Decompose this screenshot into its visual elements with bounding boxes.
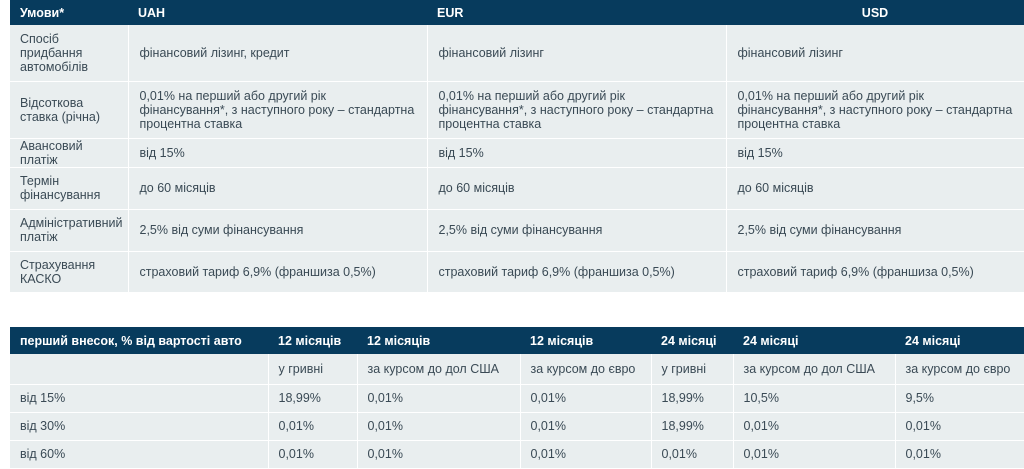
- cell-eur: від 15%: [427, 138, 727, 168]
- cell-uah: страховий тариф 6,9% (франшиза 0,5%): [128, 251, 428, 293]
- cell-usd: 0,01% на перший або другий рік фінансува…: [726, 81, 1024, 139]
- row-label: Термін фінансування: [10, 167, 129, 210]
- table-row: Авансовий платіж від 15% від 15% від 15%: [10, 138, 1024, 168]
- rate-cell: 0,01%: [268, 440, 358, 469]
- row-label: Спосіб придбання автомобілів: [10, 25, 129, 82]
- rate-cell: 9,5%: [895, 384, 1024, 413]
- row-label: від 30%: [10, 412, 269, 441]
- conditions-table: Умови* UAH EUR USD Спосіб придбання авто…: [10, 0, 1024, 293]
- rate-cell: 0,01%: [357, 412, 521, 441]
- rates-table: перший внесок, % від вартості авто 12 мі…: [10, 327, 1024, 469]
- cell-usd: до 60 місяців: [726, 167, 1024, 210]
- rate-cell: 0,01%: [733, 412, 896, 441]
- row-label: Адміністративний платіж: [10, 209, 129, 252]
- subheader-cell: за курсом до євро: [895, 354, 1024, 385]
- header-usd: USD: [726, 0, 1024, 25]
- subheader-cell: у гривні: [268, 354, 358, 385]
- rate-cell: 0,01%: [357, 384, 521, 413]
- header-24m-usd: 24 місяці: [733, 327, 895, 354]
- cell-uah: від 15%: [128, 138, 428, 168]
- rate-cell: 0,01%: [357, 440, 521, 469]
- rate-cell: 0,01%: [895, 412, 1024, 441]
- cell-uah: фінансовий лізинг, кредит: [128, 25, 428, 82]
- cell-eur: страховий тариф 6,9% (франшиза 0,5%): [427, 251, 727, 293]
- header-12m-uah: 12 місяців: [268, 327, 357, 354]
- table-row: Адміністративний платіж 2,5% від суми фі…: [10, 209, 1024, 252]
- row-label: Страхування КАСКО: [10, 251, 129, 293]
- rates-header-row: перший внесок, % від вартості авто 12 мі…: [10, 327, 1024, 354]
- subheader-empty: [10, 354, 269, 385]
- table-row: Термін фінансування до 60 місяців до 60 …: [10, 167, 1024, 210]
- cell-usd: 2,5% від суми фінансування: [726, 209, 1024, 252]
- row-label: Авансовий платіж: [10, 138, 129, 168]
- rate-cell: 10,5%: [733, 384, 896, 413]
- rate-cell: 18,99%: [268, 384, 358, 413]
- subheader-cell: за курсом до євро: [520, 354, 652, 385]
- cell-uah: 2,5% від суми фінансування: [128, 209, 428, 252]
- header-uah: UAH: [128, 0, 427, 25]
- subheader-row: у гривні за курсом до дол США за курсом …: [10, 354, 1024, 385]
- rate-cell: 0,01%: [520, 384, 652, 413]
- header-24m-uah: 24 місяці: [651, 327, 733, 354]
- cell-eur: 0,01% на перший або другий рік фінансува…: [427, 81, 727, 139]
- conditions-header-row: Умови* UAH EUR USD: [10, 0, 1024, 25]
- rate-cell: 0,01%: [733, 440, 896, 469]
- subheader-cell: за курсом до дол США: [733, 354, 896, 385]
- rate-cell: 0,01%: [268, 412, 358, 441]
- cell-usd: від 15%: [726, 138, 1024, 168]
- cell-usd: фінансовий лізинг: [726, 25, 1024, 82]
- cell-eur: 2,5% від суми фінансування: [427, 209, 727, 252]
- table-row: Спосіб придбання автомобілів фінансовий …: [10, 25, 1024, 82]
- rate-cell: 18,99%: [651, 412, 734, 441]
- table-row: Страхування КАСКО страховий тариф 6,9% (…: [10, 251, 1024, 293]
- rate-cell: 0,01%: [520, 412, 652, 441]
- header-12m-usd: 12 місяців: [357, 327, 520, 354]
- header-down-payment: перший внесок, % від вартості авто: [10, 327, 268, 354]
- subheader-cell: за курсом до дол США: [357, 354, 521, 385]
- cell-uah: до 60 місяців: [128, 167, 428, 210]
- header-12m-eur: 12 місяців: [520, 327, 651, 354]
- table-row: від 30% 0,01% 0,01% 0,01% 18,99% 0,01% 0…: [10, 412, 1024, 441]
- row-label: від 60%: [10, 440, 269, 469]
- row-label: Відсоткова ставка (річна): [10, 81, 129, 139]
- table-row: Відсоткова ставка (річна) 0,01% на перши…: [10, 81, 1024, 139]
- subheader-cell: у гривні: [651, 354, 734, 385]
- table-row: від 60% 0,01% 0,01% 0,01% 0,01% 0,01% 0,…: [10, 440, 1024, 469]
- cell-eur: до 60 місяців: [427, 167, 727, 210]
- header-24m-eur: 24 місяці: [895, 327, 1024, 354]
- cell-eur: фінансовий лізинг: [427, 25, 727, 82]
- header-conditions: Умови*: [10, 0, 128, 25]
- cell-uah: 0,01% на перший або другий рік фінансува…: [128, 81, 428, 139]
- rate-cell: 0,01%: [651, 440, 734, 469]
- header-eur: EUR: [427, 0, 726, 25]
- row-label: від 15%: [10, 384, 269, 413]
- cell-usd: страховий тариф 6,9% (франшиза 0,5%): [726, 251, 1024, 293]
- rate-cell: 0,01%: [520, 440, 652, 469]
- rate-cell: 18,99%: [651, 384, 734, 413]
- rate-cell: 0,01%: [895, 440, 1024, 469]
- table-row: від 15% 18,99% 0,01% 0,01% 18,99% 10,5% …: [10, 384, 1024, 413]
